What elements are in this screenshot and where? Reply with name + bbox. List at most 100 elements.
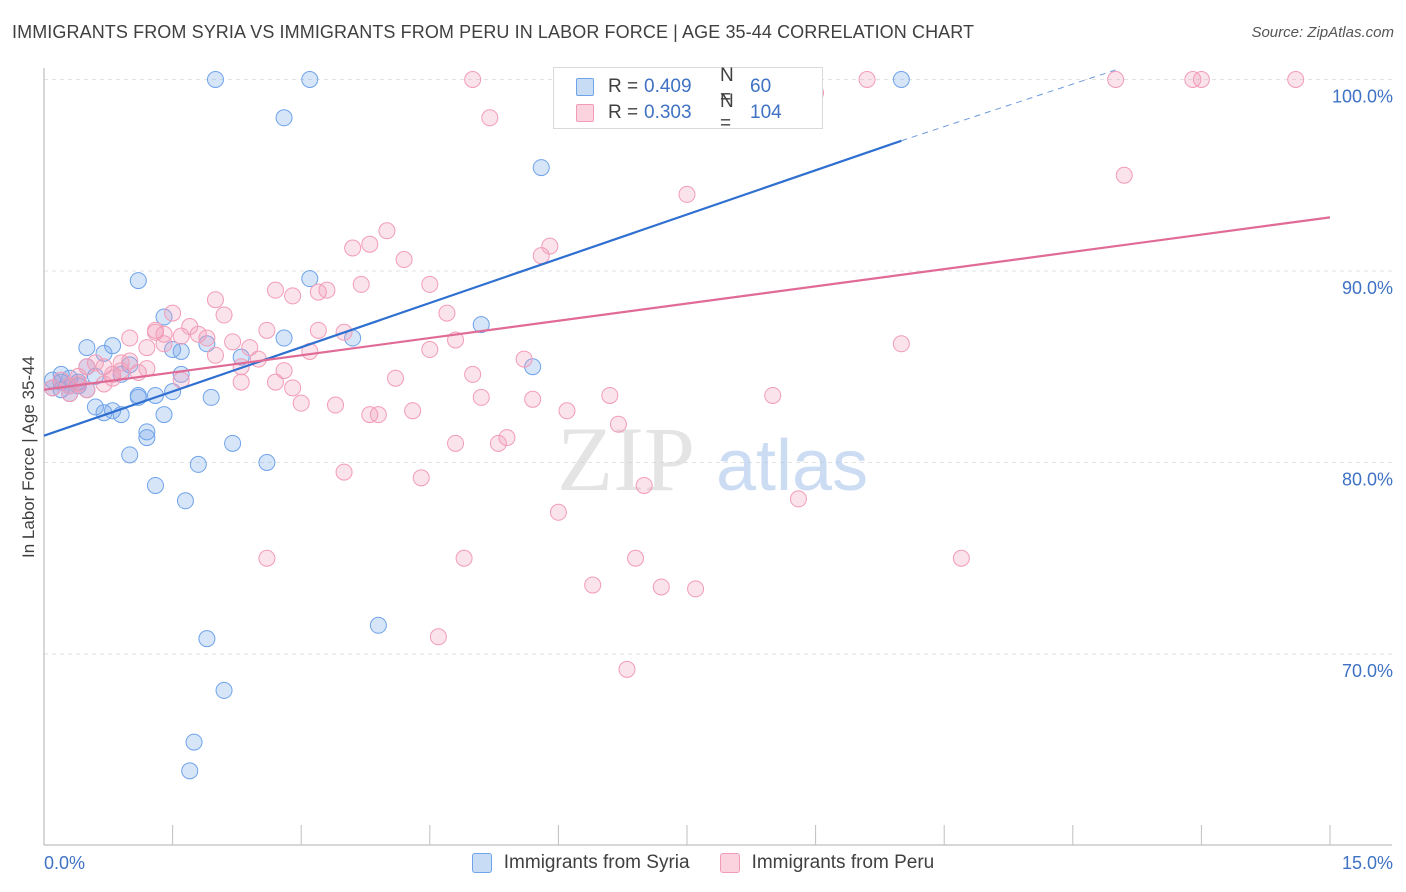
peru-point (318, 281, 336, 299)
peru-point (1192, 71, 1210, 88)
peru-point (284, 379, 302, 397)
peru-point (549, 503, 567, 521)
peru-point (138, 339, 156, 357)
peru-legend-swatch (719, 853, 740, 873)
peru-point (266, 281, 284, 299)
peru-point (224, 333, 242, 351)
syria-point (301, 270, 319, 288)
syria-point (164, 341, 182, 359)
peru-point (1107, 71, 1125, 88)
syria-legend-label: Immigrants from Syria (503, 852, 690, 873)
syria-point (258, 454, 276, 471)
peru-point (524, 390, 542, 408)
peru-point (387, 369, 405, 387)
syria-point (369, 616, 387, 634)
peru-point (361, 235, 379, 253)
peru-point (618, 660, 636, 678)
peru-point (601, 386, 619, 404)
syria-n-value: 60 (750, 76, 772, 97)
axes (43, 68, 1392, 846)
y-tick-label: 90.0% (1342, 278, 1393, 298)
peru-point (678, 185, 696, 203)
syria-point (532, 159, 550, 177)
syria-point (138, 429, 156, 447)
syria-trend-extension (901, 69, 1116, 142)
syria-point (275, 329, 293, 347)
peru-point (241, 339, 259, 357)
peru-point (412, 469, 430, 487)
peru-points (44, 71, 1305, 678)
peru-point (78, 381, 96, 399)
peru-point (627, 549, 645, 567)
peru-point (86, 354, 104, 372)
peru-point (489, 434, 507, 452)
peru-swatch (576, 104, 594, 122)
syria-point (176, 492, 194, 510)
n-label: N = (720, 65, 734, 108)
peru-point (1287, 71, 1305, 88)
peru-point (95, 358, 113, 376)
syria-point (52, 381, 70, 399)
peru-point (609, 415, 627, 433)
y-tick-label: 80.0% (1342, 470, 1393, 490)
peru-point (198, 329, 216, 347)
watermark: ZIP atlas (557, 408, 868, 510)
peru-point (421, 275, 439, 293)
peru-point (404, 402, 422, 420)
syria-point (172, 342, 190, 360)
syria-point (78, 339, 96, 357)
syria-trend-line (43, 139, 902, 437)
bottom-legend: Immigrants from Syria Immigrants from Pe… (0, 852, 1406, 874)
peru-point (764, 386, 782, 404)
r-label: R = (608, 76, 639, 97)
peru-trend-line (43, 216, 1331, 391)
peru-point (584, 576, 602, 594)
peru-point (258, 321, 276, 339)
peru-point (266, 373, 284, 391)
peru-point (172, 327, 190, 345)
syria-point (215, 681, 233, 699)
legend-row-peru: R = 0.303 N = 104 (576, 91, 782, 134)
syria-point (138, 423, 156, 441)
peru-point (395, 251, 413, 269)
source-label: Source: ZipAtlas.com (1251, 24, 1394, 41)
peru-point (952, 549, 970, 567)
tick-labels: 70.0% 80.0% 90.0% 100.0% 0.0% 15.0% (44, 87, 1393, 874)
syria-legend-swatch (471, 853, 492, 873)
peru-point (635, 476, 653, 494)
peru-point (541, 237, 559, 255)
peru-point (652, 578, 670, 596)
syria-point (185, 733, 203, 751)
syria-point (232, 348, 250, 366)
peru-point (378, 222, 396, 240)
n-label: N = (720, 91, 734, 134)
syria-point (892, 71, 910, 88)
peru-point (515, 350, 533, 368)
x-tick-label: 15.0% (1342, 853, 1393, 873)
syria-point (472, 316, 490, 334)
peru-point (104, 369, 122, 387)
peru-point (155, 335, 173, 353)
peru-legend-label: Immigrants from Peru (751, 852, 935, 873)
peru-point (258, 549, 276, 567)
bottom-legend-syria: Immigrants from Syria (471, 852, 690, 874)
syria-point (206, 71, 224, 88)
syria-point (155, 406, 173, 424)
peru-point (447, 434, 465, 452)
x-tick-label: 0.0% (44, 853, 85, 873)
chart-title: IMMIGRANTS FROM SYRIA VS IMMIGRANTS FROM… (12, 22, 975, 42)
syria-point (86, 398, 104, 416)
peru-n-value: 104 (750, 102, 782, 123)
y-tick-label: 70.0% (1342, 661, 1393, 681)
peru-r-value: 0.303 (644, 102, 692, 123)
peru-point (146, 323, 164, 341)
peru-point (112, 354, 130, 372)
syria-point (189, 455, 207, 473)
syria-point (129, 272, 147, 290)
peru-point (464, 365, 482, 383)
syria-point (146, 476, 164, 494)
y-axis-label: In Labor Force | Age 35-44 (19, 356, 38, 558)
stats-legend: R = 0.409 N = 60 R = 0.303 N = 104 (553, 65, 823, 134)
peru-point (206, 346, 224, 364)
